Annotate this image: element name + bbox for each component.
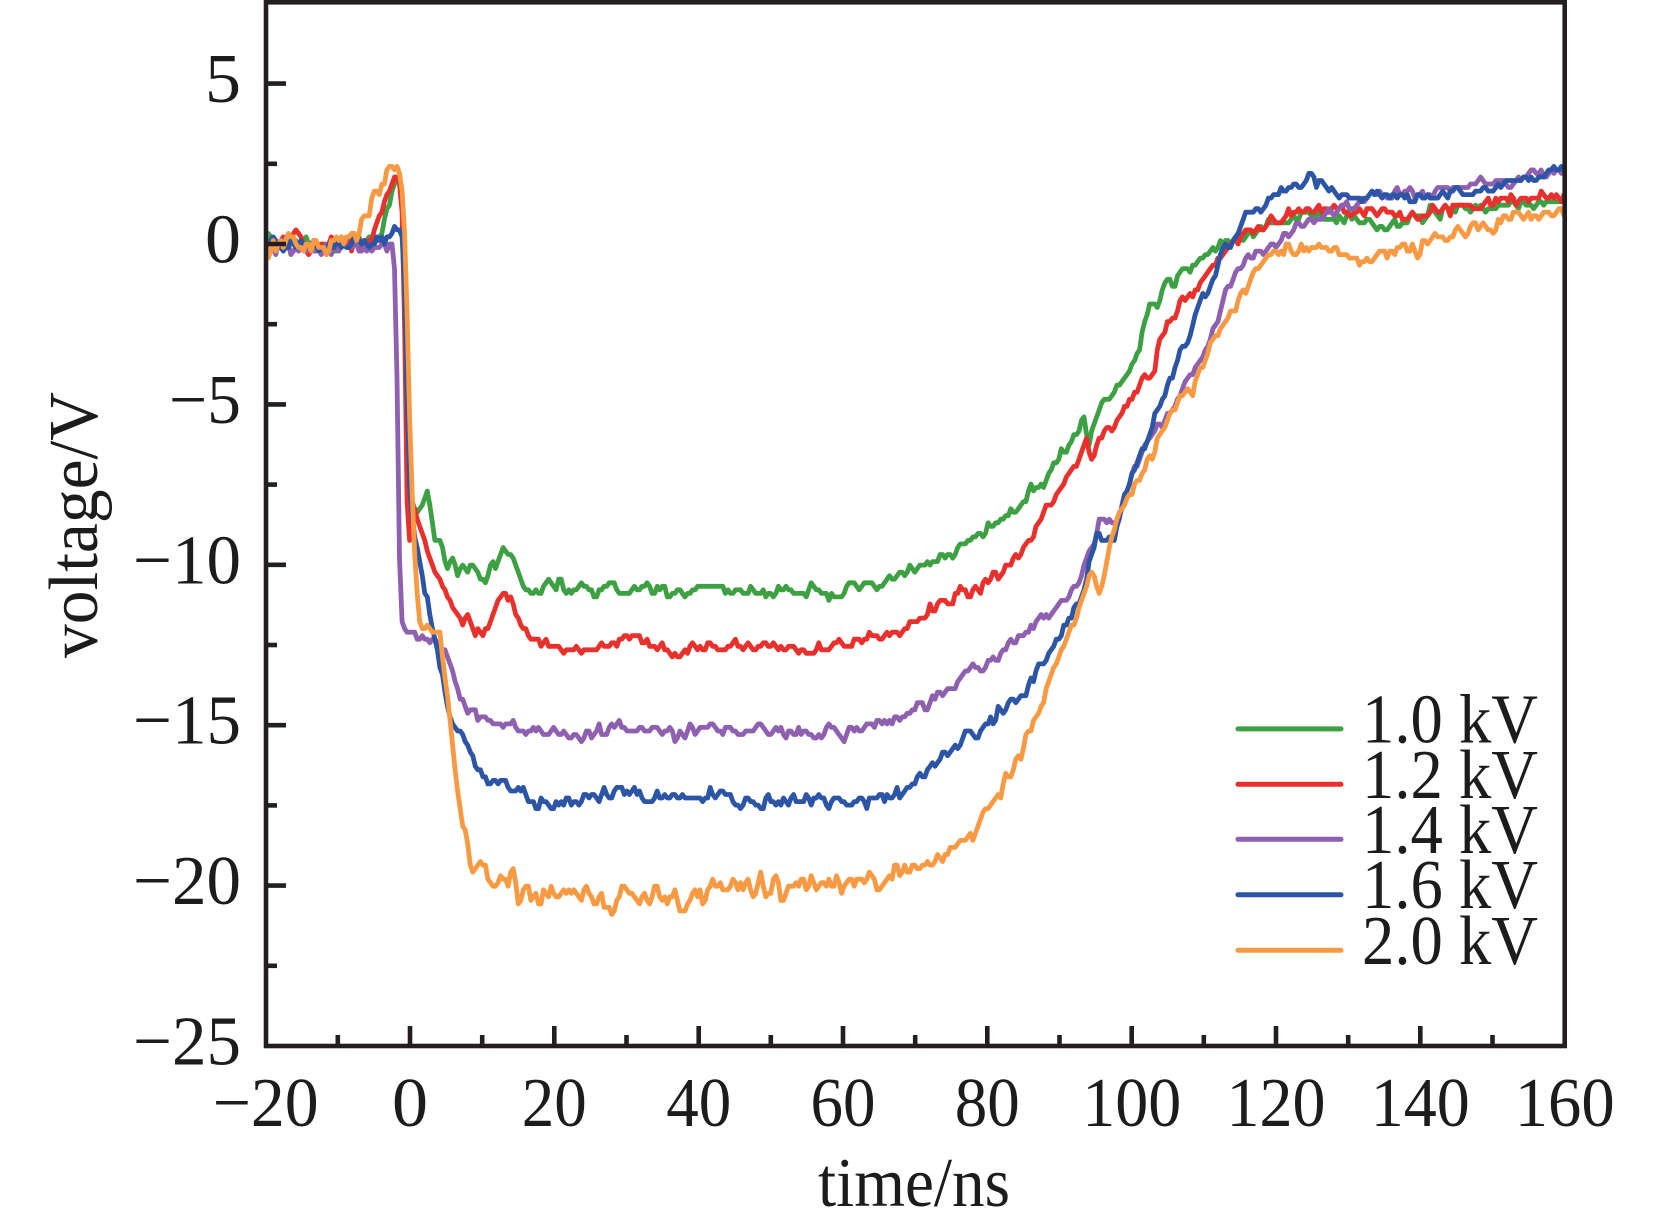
svg-text:1.6 kV: 1.6 kV [1362,847,1538,924]
svg-text:−10: −10 [133,522,241,599]
svg-text:0: 0 [205,202,241,279]
svg-text:160: 160 [1515,1065,1615,1142]
svg-text:140: 140 [1371,1065,1470,1142]
svg-text:1.2 kV: 1.2 kV [1362,737,1538,814]
svg-text:80: 80 [955,1065,1020,1142]
svg-text:−5: −5 [169,362,241,439]
svg-text:60: 60 [811,1065,876,1142]
svg-text:5: 5 [205,41,241,118]
svg-text:40: 40 [666,1065,731,1142]
svg-text:−20: −20 [133,843,241,920]
svg-text:−20: −20 [213,1065,319,1142]
svg-text:time/ns: time/ns [818,1145,1010,1222]
svg-text:2.0 kV: 2.0 kV [1362,903,1538,980]
svg-text:100: 100 [1082,1065,1181,1142]
svg-text:120: 120 [1227,1065,1326,1142]
svg-text:0: 0 [392,1065,428,1142]
svg-text:−15: −15 [133,683,241,760]
svg-text:1.0 kV: 1.0 kV [1362,681,1538,758]
svg-text:voltage/V: voltage/V [36,392,113,658]
svg-text:−25: −25 [133,1004,241,1081]
svg-text:20: 20 [522,1065,587,1142]
svg-text:1.4 kV: 1.4 kV [1362,792,1538,869]
